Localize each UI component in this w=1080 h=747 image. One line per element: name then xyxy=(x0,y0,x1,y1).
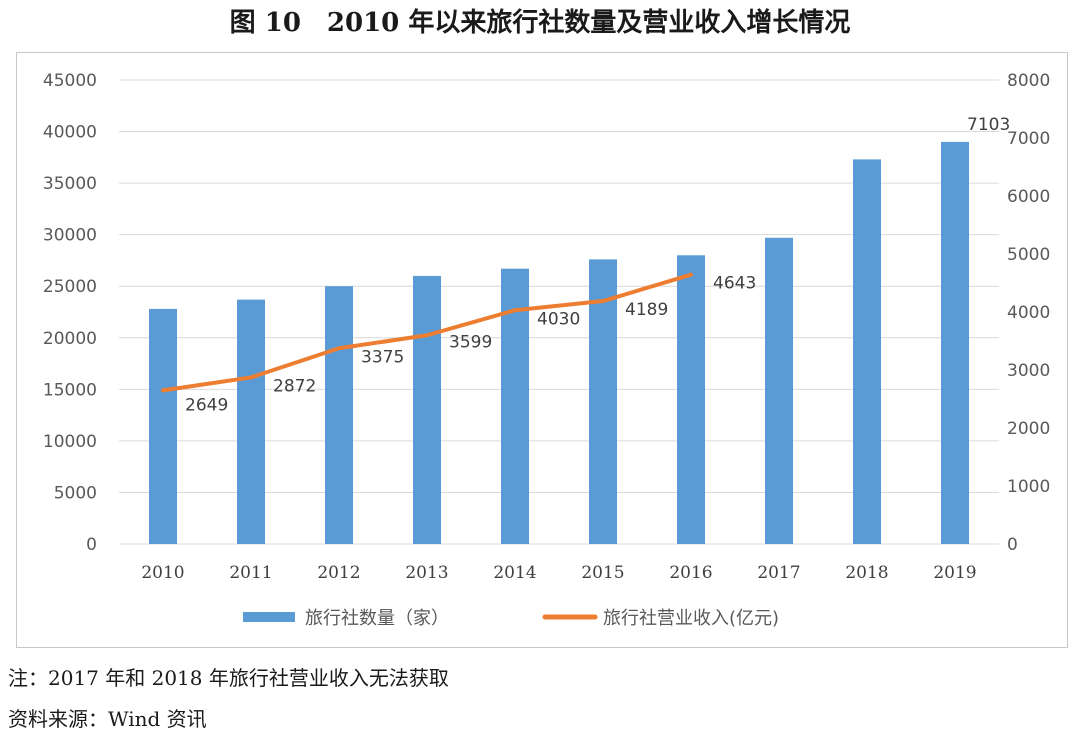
bar-2017 xyxy=(765,237,793,544)
right-axis-ticks: 0 1000 2000 3000 4000 5000 6000 7000 8000 xyxy=(1007,71,1050,555)
left-axis-tick-label: 5000 xyxy=(54,483,97,503)
legend-label-bar: 旅行社数量（家） xyxy=(305,608,449,629)
bar-2013 xyxy=(413,275,441,544)
category-axis-ticks: 2010 2011 2012 2013 2014 2015 2016 2017 2018 2019 xyxy=(141,563,976,583)
line-series xyxy=(161,272,693,393)
category-tick-label: 2013 xyxy=(405,563,448,583)
right-axis-tick-label: 4000 xyxy=(1007,303,1050,323)
data-label-2015: 4189 xyxy=(625,300,668,320)
bar-2016 xyxy=(677,255,705,545)
left-axis-tick-label: 35000 xyxy=(43,174,97,194)
left-axis-tick-label: 0 xyxy=(86,535,97,555)
right-axis-tick-label: 7000 xyxy=(1007,129,1050,149)
right-axis-tick-label: 3000 xyxy=(1007,361,1050,381)
bar-2012 xyxy=(325,286,353,544)
right-axis-tick-label: 8000 xyxy=(1007,71,1050,91)
gridlines xyxy=(119,79,999,545)
data-label-2012: 3375 xyxy=(361,347,404,367)
bar-2018 xyxy=(853,159,881,544)
revenue-line xyxy=(161,272,693,393)
right-axis-tick-label: 0 xyxy=(1007,535,1018,555)
legend-swatch-bar xyxy=(243,612,295,622)
right-axis-tick-label: 5000 xyxy=(1007,245,1050,265)
left-axis-tick-label: 30000 xyxy=(43,226,97,246)
right-axis-tick-label: 2000 xyxy=(1007,419,1050,439)
data-label-2011: 2872 xyxy=(273,376,316,396)
left-axis-tick-label: 45000 xyxy=(43,71,97,91)
data-source: 资料来源：Wind 资讯 xyxy=(8,707,207,731)
left-axis-tick-label: 10000 xyxy=(43,432,97,452)
bar-series xyxy=(149,141,969,545)
bar-2011 xyxy=(237,299,265,544)
category-tick-label: 2015 xyxy=(581,563,624,583)
right-axis-tick-label: 6000 xyxy=(1007,187,1050,207)
left-axis-tick-label: 25000 xyxy=(43,277,97,297)
bar-2010 xyxy=(149,308,177,544)
data-labels: 2649 2872 3375 3599 4030 4189 4643 7103 xyxy=(185,115,1010,415)
combo-chart: 2649 2872 3375 3599 4030 4189 4643 7103 0 5000 10… xyxy=(43,71,1050,629)
data-label-2016: 4643 xyxy=(713,274,756,294)
category-tick-label: 2016 xyxy=(669,563,712,583)
right-axis-tick-label: 1000 xyxy=(1007,477,1050,497)
data-label-2014: 4030 xyxy=(537,309,580,329)
bar-2015 xyxy=(589,259,617,544)
left-axis-tick-label: 20000 xyxy=(43,329,97,349)
category-tick-label: 2018 xyxy=(845,563,888,583)
left-axis-tick-label: 40000 xyxy=(43,123,97,143)
bar-2019 xyxy=(941,141,969,544)
category-tick-label: 2011 xyxy=(229,563,272,583)
data-label-2013: 3599 xyxy=(449,332,492,352)
category-tick-label: 2012 xyxy=(317,563,360,583)
chart-note: 注：2017 年和 2018 年旅行社营业收入无法获取 xyxy=(8,666,449,690)
category-tick-label: 2019 xyxy=(933,563,976,583)
figure-title: 图 10 2010 年以来旅行社数量及营业收入增长情况 xyxy=(229,8,851,38)
legend-label-line: 旅行社营业收入(亿元) xyxy=(603,608,779,629)
left-axis-tick-label: 15000 xyxy=(43,380,97,400)
data-label-2019: 7103 xyxy=(967,115,1010,135)
category-tick-label: 2017 xyxy=(757,563,800,583)
left-axis-ticks: 0 5000 10000 15000 20000 25000 30000 35000 40000… xyxy=(43,71,97,555)
category-tick-label: 2010 xyxy=(141,563,184,583)
data-label-2010: 2649 xyxy=(185,395,228,415)
category-tick-label: 2014 xyxy=(493,563,536,583)
chart-frame: 2649 2872 3375 3599 4030 4189 4643 7103 0 5000 10… xyxy=(16,52,1068,648)
legend: 旅行社数量（家） 旅行社营业收入(亿元) xyxy=(243,608,779,629)
